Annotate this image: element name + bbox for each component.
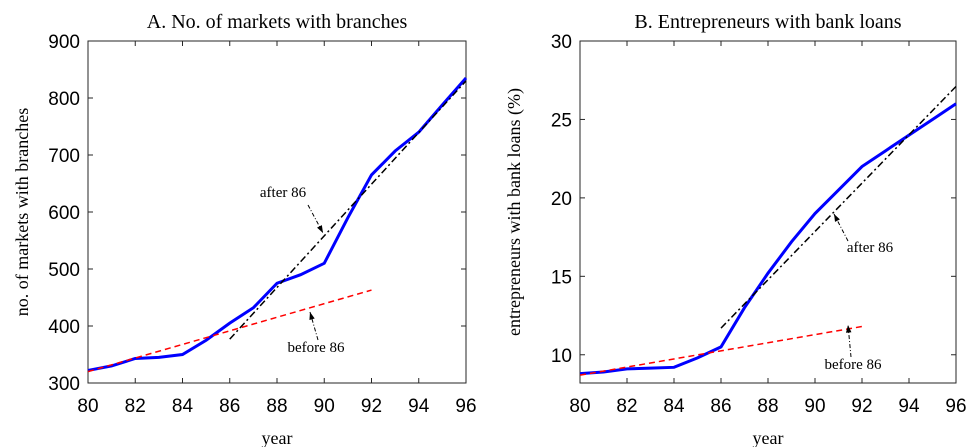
line-series <box>87 77 468 372</box>
y-tick-label: 500 <box>48 260 80 281</box>
line-series <box>87 289 372 373</box>
line-series <box>229 80 467 340</box>
plot-frame <box>579 40 957 384</box>
annotation: before 86 <box>287 340 345 356</box>
chart-title: A. No. of markets with branches <box>147 11 408 33</box>
x-tick-label: 94 <box>898 396 920 417</box>
x-tick-label: 96 <box>455 396 476 417</box>
x-tick-label: 88 <box>266 396 287 417</box>
y-tick-label: 25 <box>551 110 572 131</box>
x-tick-label: 86 <box>219 396 240 417</box>
y-tick-label: 400 <box>48 317 80 338</box>
arrow-head <box>309 312 315 320</box>
arrow-head <box>834 214 840 222</box>
x-tick-label: 84 <box>663 396 685 417</box>
annotation-arrow <box>833 213 849 242</box>
x-tick-label: 90 <box>314 396 335 417</box>
arrow-head <box>845 325 852 333</box>
y-tick-label: 800 <box>48 89 80 110</box>
annotation: before 86 <box>824 357 882 373</box>
line-series <box>579 325 863 376</box>
x-tick-label: 82 <box>616 396 637 417</box>
y-tick-label: 700 <box>48 146 80 167</box>
x-tick-label: 92 <box>361 396 382 417</box>
arrow-head <box>317 225 323 233</box>
x-tick-label: 84 <box>172 396 194 417</box>
x-axis-label: year <box>753 428 784 447</box>
x-tick-label: 82 <box>125 396 146 417</box>
x-tick-label: 80 <box>569 396 590 417</box>
line-series <box>579 102 957 376</box>
y-tick-label: 900 <box>48 32 80 53</box>
plot-frame <box>87 40 467 384</box>
annotation: after 86 <box>847 240 894 256</box>
chart-title: B. Entrepreneurs with bank loans <box>634 11 901 33</box>
x-axis-label: year <box>262 428 293 447</box>
y-axis-label: no. of markets with branches <box>12 108 32 316</box>
y-tick-label: 300 <box>48 374 80 395</box>
y-tick-label: 600 <box>48 203 80 224</box>
x-tick-label: 90 <box>804 396 825 417</box>
x-tick-label: 80 <box>77 396 98 417</box>
x-tick-label: 88 <box>757 396 778 417</box>
x-tick-label: 92 <box>851 396 872 417</box>
x-tick-label: 96 <box>945 396 966 417</box>
annotation-arrow <box>307 204 324 234</box>
y-axis-label: entrepreneurs with bank loans (%) <box>504 88 525 336</box>
y-tick-label: 15 <box>551 267 572 288</box>
annotation: after 86 <box>260 185 307 201</box>
y-tick-label: 10 <box>551 346 572 367</box>
line-series <box>720 85 957 329</box>
y-tick-label: 20 <box>551 189 572 210</box>
x-tick-label: 94 <box>408 396 430 417</box>
x-tick-label: 86 <box>710 396 731 417</box>
y-tick-label: 30 <box>551 32 572 53</box>
